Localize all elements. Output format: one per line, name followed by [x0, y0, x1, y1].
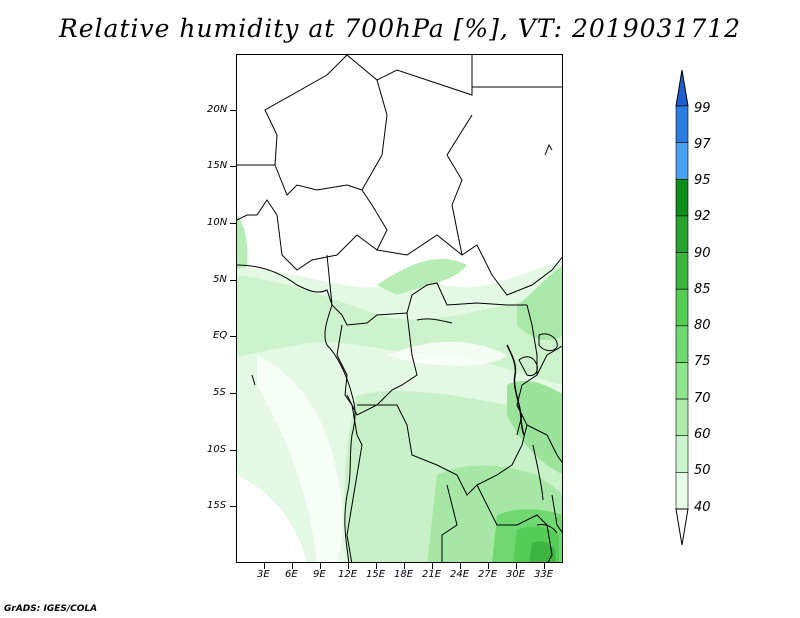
x-tick — [320, 563, 321, 569]
x-label-9e: 9E — [313, 569, 326, 580]
country-borders — [237, 55, 562, 562]
y-label-20n: 20N — [207, 104, 228, 115]
colorbar-box — [675, 105, 689, 143]
x-tick — [544, 563, 545, 569]
humidity-shading — [237, 215, 562, 562]
y-label-15s: 15S — [207, 500, 227, 511]
x-tick — [432, 563, 433, 569]
coastline — [237, 143, 558, 562]
colorbar-box — [675, 288, 689, 327]
x-label-27e: 27E — [478, 569, 498, 580]
y-label-eq: EQ — [213, 330, 228, 341]
x-tick — [460, 563, 461, 569]
colorbar-box — [675, 398, 689, 437]
colorbar-upper-arrow — [675, 70, 689, 107]
colorbar-label-85: 85 — [694, 282, 711, 297]
colorbar-label-95: 95 — [694, 173, 711, 188]
y-tick — [230, 166, 236, 167]
y-label-5n: 5N — [213, 274, 227, 285]
y-tick — [230, 110, 236, 111]
colorbar-label-40: 40 — [694, 500, 711, 515]
grads-credit: GrADS: IGES/COLA — [4, 604, 98, 614]
colorbar-box — [675, 215, 689, 253]
colorbar-boxes — [675, 70, 689, 546]
colorbar-label-97: 97 — [694, 137, 711, 152]
x-label-3e: 3E — [257, 569, 270, 580]
y-tick — [230, 336, 236, 337]
colorbar-box — [675, 252, 689, 290]
y-label-10s: 10S — [207, 444, 227, 455]
colorbar-lower-arrow — [675, 508, 689, 546]
x-label-6e: 6E — [285, 569, 298, 580]
colorbar-box — [675, 142, 689, 180]
colorbar-label-75: 75 — [694, 354, 711, 369]
colorbar-label-99: 99 — [694, 101, 711, 116]
colorbar-box — [675, 472, 689, 510]
colorbar-box — [675, 362, 689, 400]
x-label-18e: 18E — [394, 569, 414, 580]
y-tick — [230, 280, 236, 281]
map-title: Relative humidity at 700hPa [%], VT: 201… — [58, 14, 742, 43]
x-tick — [488, 563, 489, 569]
x-label-30e: 30E — [506, 569, 526, 580]
colorbar — [675, 70, 689, 546]
y-tick — [230, 506, 236, 507]
colorbar-label-50: 50 — [694, 463, 711, 478]
colorbar-box — [675, 178, 689, 217]
y-label-10n: 10N — [207, 217, 228, 228]
x-label-15e: 15E — [366, 569, 386, 580]
colorbar-label-90: 90 — [694, 246, 711, 261]
x-tick — [348, 563, 349, 569]
humidity-field — [237, 55, 562, 562]
x-tick — [404, 563, 405, 569]
y-tick — [230, 223, 236, 224]
x-label-24e: 24E — [450, 569, 470, 580]
colorbar-label-80: 80 — [694, 318, 711, 333]
x-tick — [376, 563, 377, 569]
colorbar-box — [675, 325, 689, 363]
x-label-33e: 33E — [534, 569, 554, 580]
x-label-12e: 12E — [338, 569, 358, 580]
colorbar-label-60: 60 — [694, 427, 711, 442]
x-label-21e: 21E — [422, 569, 442, 580]
map-plot-area — [236, 54, 563, 563]
y-label-5s: 5S — [213, 387, 226, 398]
colorbar-box — [675, 435, 689, 473]
x-tick — [516, 563, 517, 569]
y-label-15n: 15N — [207, 160, 228, 171]
x-tick — [292, 563, 293, 569]
colorbar-label-70: 70 — [694, 391, 711, 406]
colorbar-label-92: 92 — [694, 209, 711, 224]
x-tick — [264, 563, 265, 569]
y-tick — [230, 393, 236, 394]
y-tick — [230, 450, 236, 451]
